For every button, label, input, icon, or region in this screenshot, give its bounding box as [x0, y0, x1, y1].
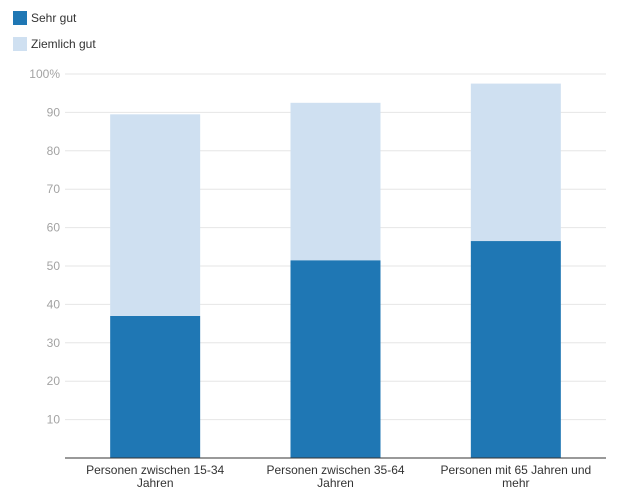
- bar-sehr-gut: [290, 260, 381, 458]
- x-category-label: mehr: [502, 476, 529, 490]
- y-tick-label: 20: [47, 374, 61, 388]
- y-tick-label: 100%: [29, 67, 60, 81]
- legend-item-ziemlich-gut[interactable]: Ziemlich gut: [13, 36, 96, 51]
- x-category-label: Personen mit 65 Jahren und: [440, 463, 591, 477]
- bar-ziemlich-gut: [470, 83, 561, 242]
- y-tick-label: 60: [47, 221, 61, 235]
- bar-sehr-gut: [110, 315, 201, 458]
- legend-label-ziemlich-gut: Ziemlich gut: [31, 36, 96, 51]
- x-category-label: Jahren: [317, 476, 354, 490]
- y-tick-label: 10: [47, 413, 61, 427]
- x-category-label: Personen zwischen 15-34: [86, 463, 224, 477]
- x-category-label: Personen zwischen 35-64: [266, 463, 404, 477]
- legend-label-sehr-gut: Sehr gut: [31, 10, 77, 25]
- legend-item-sehr-gut[interactable]: Sehr gut: [13, 10, 96, 25]
- bar-ziemlich-gut: [290, 102, 381, 261]
- y-tick-label: 50: [47, 259, 61, 273]
- y-tick-label: 90: [47, 105, 61, 119]
- legend: Sehr gut Ziemlich gut: [13, 10, 96, 62]
- legend-swatch-ziemlich-gut: [13, 36, 27, 51]
- y-tick-label: 70: [47, 182, 61, 196]
- bar-sehr-gut: [470, 241, 561, 458]
- bar-ziemlich-gut: [110, 114, 201, 316]
- y-tick-label: 40: [47, 297, 61, 311]
- x-category-label: Jahren: [137, 476, 174, 490]
- y-tick-label: 80: [47, 144, 61, 158]
- y-tick-label: 30: [47, 336, 61, 350]
- legend-swatch-sehr-gut: [13, 10, 27, 25]
